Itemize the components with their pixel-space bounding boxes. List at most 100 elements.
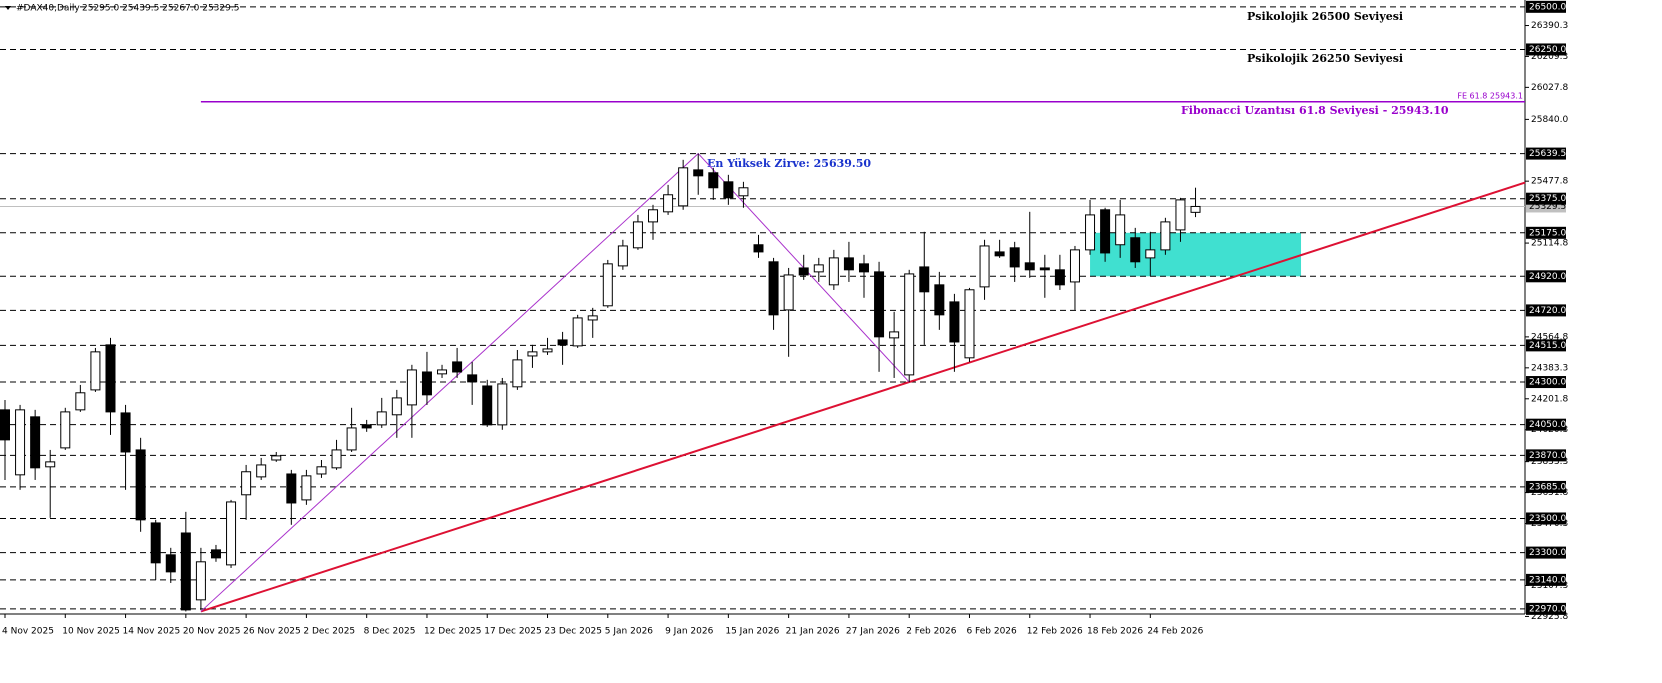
candle-body [919,266,930,293]
candle-body [1085,214,1096,251]
candle-body [843,257,854,271]
annotation: Psikolojik 26500 Seviyesi [1247,10,1403,23]
candle-body [979,245,990,288]
candle-body [949,301,960,343]
candle-body [482,385,493,426]
candle-body [783,274,794,311]
candle-body [512,359,523,388]
candle-body [527,351,538,357]
level-box [1526,418,1566,431]
level-box [1526,512,1566,525]
fibo-label: FE 61.8 25943.1 [1457,91,1523,100]
level-box [1526,304,1566,317]
candle-body [964,289,975,359]
y-tick-label: 23833.3 [1531,457,1568,467]
ohlc-label: 25295.0 25439.5 25267.0 25329.5 [82,4,239,14]
annotation: En Yüksek Zirve: 25639.50 [707,157,871,170]
candle-body [421,371,432,396]
x-tick-label: 9 Jan 2026 [665,627,713,637]
x-tick-label: 4 Nov 2025 [2,627,54,637]
level-label: 24720.0 [1529,306,1566,316]
y-tick-label: 26209.3 [1531,52,1568,62]
trend-line [200,181,1526,613]
candle-body [828,257,839,286]
candle-body [678,167,689,207]
level-box [1526,602,1566,615]
candle-body [663,194,674,213]
level-label: 24050.0 [1529,420,1566,430]
candle-body [406,369,417,406]
level-box [1526,573,1566,586]
candle-body [798,267,809,276]
x-tick-label: 18 Feb 2026 [1087,627,1143,637]
candle-body [1069,249,1080,283]
menu-arrow [5,6,11,10]
level-label: 23685.0 [1529,482,1566,492]
candle-body [45,461,56,468]
level-box [1526,449,1566,462]
candle-body [165,554,176,573]
x-tick-label: 5 Jan 2026 [605,627,653,637]
level-label: 23140.0 [1529,575,1566,585]
candle-body [361,424,372,429]
candle-body [135,449,146,521]
annotation: Psikolojik 26250 Seviyesi [1247,52,1403,65]
level-box [1526,376,1566,389]
candle-body [467,374,478,383]
y-tick-label: 25114.8 [1531,239,1568,249]
y-tick-label: 23651.8 [1531,488,1568,498]
candle-body [271,455,282,461]
x-tick-label: 23 Dec 2025 [545,627,603,637]
candle-body [768,261,779,316]
candle-body [301,475,312,501]
candle-body [452,361,463,373]
level-label: 22970.0 [1529,604,1566,614]
candle-body [226,501,237,566]
y-tick-label: 26390.3 [1531,21,1568,31]
candle-body [1130,237,1141,263]
x-tick-label: 21 Jan 2026 [786,627,840,637]
candle-body [105,344,116,413]
level-label: 26250.0 [1529,45,1566,55]
candle-body [1039,267,1050,271]
x-tick-label: 10 Nov 2025 [62,627,120,637]
candle-body [874,271,885,338]
y-tick-label: 25840.0 [1531,115,1568,125]
candle-body [210,549,221,559]
candle-body [813,264,824,273]
candle-body [602,263,613,307]
candle-body [286,473,297,504]
level-label: 23300.0 [1529,548,1566,558]
candle-body [994,251,1005,257]
x-tick-label: 6 Feb 2026 [966,627,1017,637]
level-label: 25175.0 [1529,228,1566,238]
candle-body [572,317,583,347]
x-tick-label: 2 Dec 2025 [303,627,355,637]
level-box [1526,226,1566,239]
candle-body [241,471,252,496]
level-label: 26500.0 [1529,2,1566,12]
level-label: 25375.0 [1529,194,1566,204]
candle-body [376,411,387,426]
candle-body [150,522,161,564]
candle-body [75,392,86,411]
y-tick-label: 22925.8 [1531,612,1568,622]
candle-body [617,245,628,267]
candle-body [587,315,598,321]
candle-body [738,187,749,197]
x-tick-label: 2 Feb 2026 [906,627,957,637]
candle-body [1160,221,1171,251]
candle-body [1009,247,1020,268]
candle-body [934,284,945,316]
x-tick-label: 14 Nov 2025 [123,627,181,637]
candle-body [180,532,191,611]
fibo-text: Fibonacci Uzantısı 61.8 Seviyesi - 25943… [1181,104,1449,117]
candle-body [889,331,900,339]
candle-body [753,244,764,253]
candle-body [1145,249,1156,259]
candle-body [391,397,402,416]
candle-body [316,466,327,475]
candle-body [632,221,643,249]
y-tick-label: 23107.3 [1531,581,1568,591]
